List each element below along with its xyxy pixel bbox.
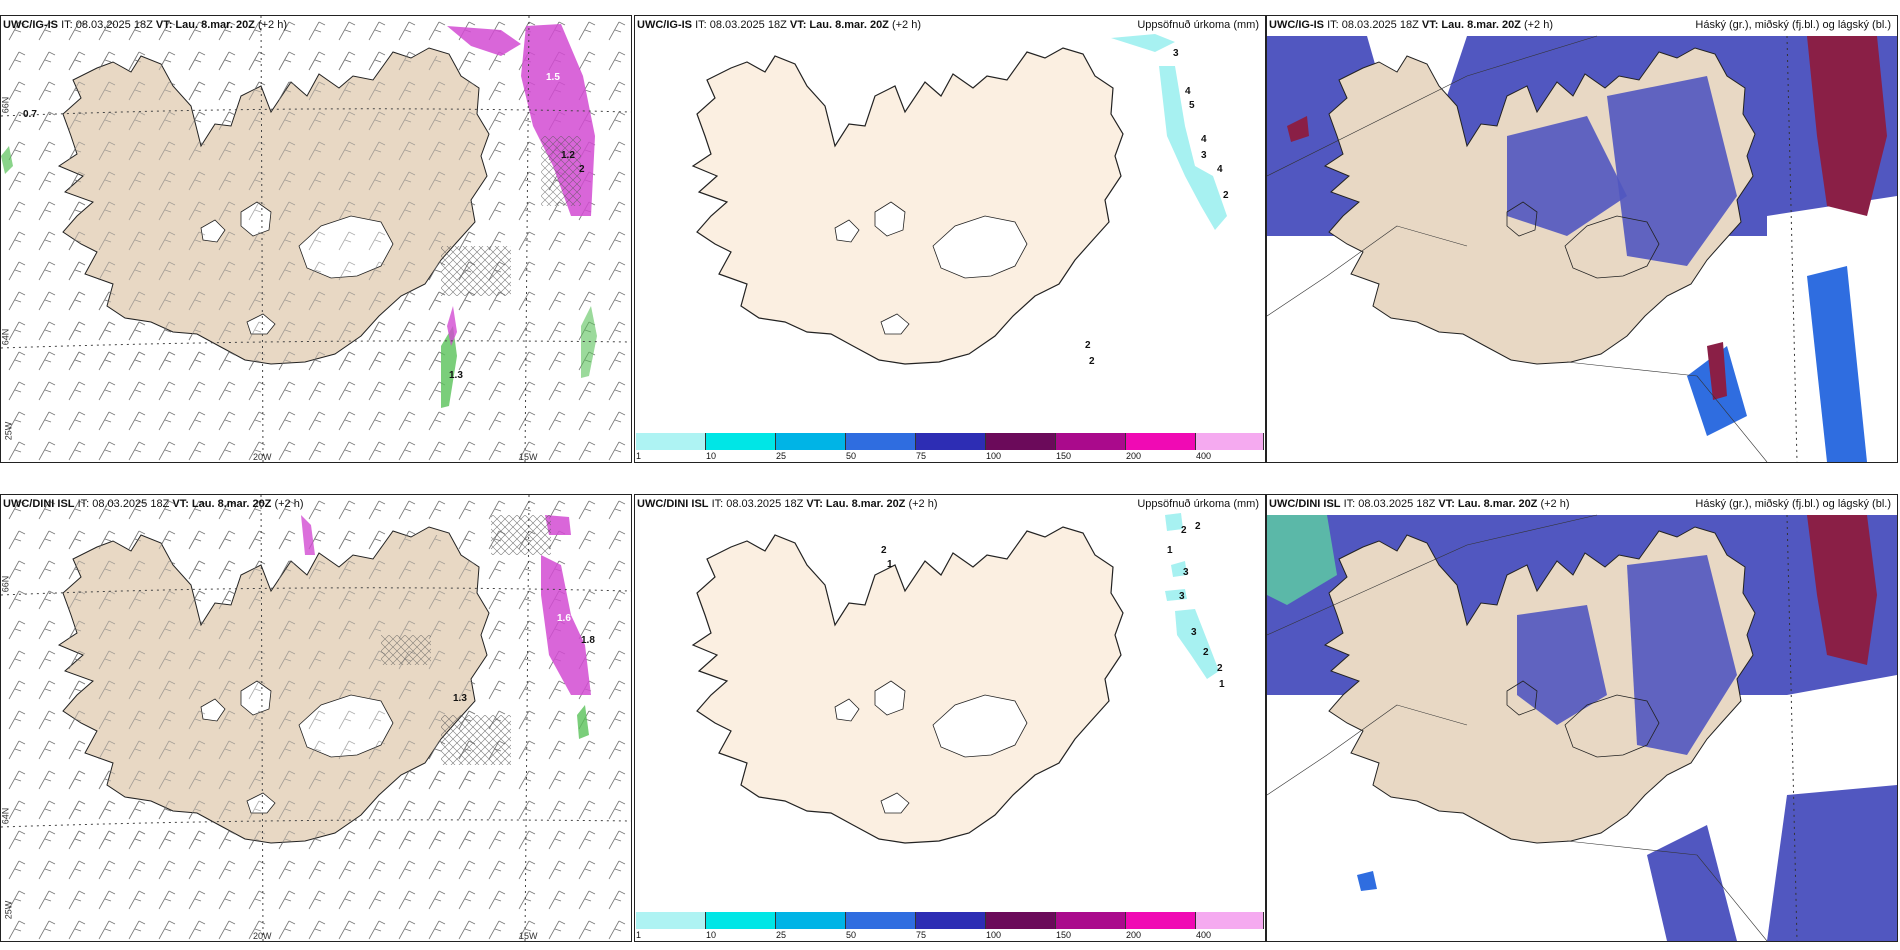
colorbar-tick: 400 [1196, 451, 1212, 461]
panel-top-left-wind[interactable]: UWC/IG-IS IT: 08.03.2025 18Z VT: Lau. 8.… [0, 15, 632, 463]
precip-value: 2 [1085, 340, 1091, 351]
colorbar-tick: 100 [986, 930, 1002, 940]
precip-value: 2 [1181, 525, 1187, 536]
panel-header: UWC/IG-IS IT: 08.03.2025 18Z VT: Lau. 8.… [3, 19, 288, 31]
colorbar-swatch [1196, 433, 1264, 450]
colorbar-swatch [986, 433, 1056, 450]
precip-value: 4 [1201, 134, 1207, 145]
colorbar-swatch [636, 433, 706, 450]
colorbar-tick: 1 [636, 930, 642, 940]
colorbar: 1 10 25 50 75 100 150 200 400 [636, 433, 1264, 461]
lat-label-64n: 64N [0, 807, 11, 825]
colorbar-swatch [1056, 433, 1126, 450]
value-label: 0.7 [23, 109, 37, 120]
colorbar-tick: 75 [916, 930, 927, 940]
precip-map [692, 513, 1219, 844]
colorbar-tick: 200 [1126, 930, 1142, 940]
panel-top-middle-precip[interactable]: UWC/IG-IS IT: 08.03.2025 18Z VT: Lau. 8.… [634, 15, 1266, 463]
colorbar-tick: 75 [916, 451, 927, 461]
colorbar-tick: 400 [1196, 930, 1212, 940]
panel-header: UWC/IG-IS IT: 08.03.2025 18Z VT: Lau. 8.… [1269, 19, 1554, 31]
precip-value: 2 [1089, 356, 1095, 367]
precip-value: 4 [1217, 164, 1223, 175]
lon-label-15w: 15W [519, 452, 538, 462]
precip-value: 5 [1189, 100, 1195, 111]
precip-value: 2 [1223, 190, 1229, 201]
cloud-map [1267, 35, 1897, 462]
precip-value: 1 [887, 559, 893, 570]
lat-label-64n: 64N [0, 328, 11, 346]
panel-bottom-left-wind[interactable]: UWC/DINI ISL IT: 08.03.2025 18Z VT: Lau.… [0, 494, 632, 942]
colorbar-swatch [1196, 912, 1264, 929]
colorbar-swatch [1126, 433, 1196, 450]
panel-top-right-clouds[interactable]: UWC/IG-IS IT: 08.03.2025 18Z VT: Lau. 8.… [1266, 15, 1898, 463]
panel-header: UWC/DINI ISL IT: 08.03.2025 18Z VT: Lau.… [637, 498, 938, 510]
precip-value: 3 [1201, 150, 1207, 161]
panel-title-right: Háský (gr.), miðský (fj.bl.) og lágský (… [1695, 19, 1891, 31]
colorbar-tick: 150 [1056, 451, 1072, 461]
panel-header: UWC/DINI ISL IT: 08.03.2025 18Z VT: Lau.… [1269, 498, 1570, 510]
value-label: 1.3 [449, 370, 463, 381]
precip-value: 2 [1195, 521, 1201, 532]
precip-value: 2 [881, 545, 887, 556]
colorbar-swatch [776, 912, 846, 929]
colorbar-tick: 10 [706, 451, 717, 461]
precip-map [692, 34, 1227, 365]
precip-value: 3 [1173, 48, 1179, 59]
lat-label-66n: 66N [0, 96, 11, 114]
panel-title-right: Uppsöfnuð úrkoma (mm) [1137, 19, 1259, 31]
value-label: 2 [579, 164, 585, 175]
cloud-map [1267, 514, 1897, 941]
colorbar-swatch [706, 433, 776, 450]
colorbar-swatch [846, 433, 916, 450]
lon-label-25w: 25W [3, 421, 14, 441]
panel-bottom-right-clouds[interactable]: UWC/DINI ISL IT: 08.03.2025 18Z VT: Lau.… [1266, 494, 1898, 942]
lon-label-20w: 20W [253, 452, 272, 462]
colorbar-swatch [846, 912, 916, 929]
value-label: 1.6 [557, 613, 571, 624]
lat-label-66n: 66N [0, 575, 11, 593]
precip-value: 3 [1179, 591, 1185, 602]
colorbar-tick: 1 [636, 451, 642, 461]
colorbar-swatch [1056, 912, 1126, 929]
colorbar-swatch [706, 912, 776, 929]
colorbar-tick: 150 [1056, 930, 1072, 940]
lon-label-25w: 25W [3, 900, 14, 920]
colorbar-swatch [916, 912, 986, 929]
colorbar-tick: 10 [706, 930, 717, 940]
panel-header: UWC/IG-IS IT: 08.03.2025 18Z VT: Lau. 8.… [637, 19, 922, 31]
precip-value: 1 [1219, 679, 1225, 690]
colorbar-tick: 200 [1126, 451, 1142, 461]
colorbar-tick: 50 [846, 930, 857, 940]
colorbar: 1 10 25 50 75 100 150 200 400 [636, 912, 1264, 940]
panel-title-right: Háský (gr.), miðský (fj.bl.) og lágský (… [1695, 498, 1891, 510]
value-label: 1.2 [561, 150, 575, 161]
value-label: 1.8 [581, 635, 595, 646]
precip-value: 4 [1185, 86, 1191, 97]
precip-value: 3 [1183, 567, 1189, 578]
value-label: 1.5 [546, 72, 560, 83]
colorbar-swatch [1126, 912, 1196, 929]
panel-header: UWC/DINI ISL IT: 08.03.2025 18Z VT: Lau.… [3, 498, 304, 510]
colorbar-swatch [776, 433, 846, 450]
wind-map [1, 16, 631, 462]
lon-label-20w: 20W [253, 931, 272, 941]
colorbar-tick: 25 [776, 451, 787, 461]
colorbar-swatch [636, 912, 706, 929]
panel-bottom-middle-precip[interactable]: UWC/DINI ISL IT: 08.03.2025 18Z VT: Lau.… [634, 494, 1266, 942]
colorbar-swatch [986, 912, 1056, 929]
wind-map [1, 495, 631, 941]
colorbar-swatch [916, 433, 986, 450]
value-label: 1.3 [453, 693, 467, 704]
lon-label-15w: 15W [519, 931, 538, 941]
panel-title-right: Uppsöfnuð úrkoma (mm) [1137, 498, 1259, 510]
precip-value: 2 [1203, 647, 1209, 658]
colorbar-tick: 25 [776, 930, 787, 940]
precip-value: 3 [1191, 627, 1197, 638]
precip-value: 1 [1167, 545, 1173, 556]
colorbar-tick: 100 [986, 451, 1002, 461]
colorbar-tick: 50 [846, 451, 857, 461]
precip-value: 2 [1217, 663, 1223, 674]
